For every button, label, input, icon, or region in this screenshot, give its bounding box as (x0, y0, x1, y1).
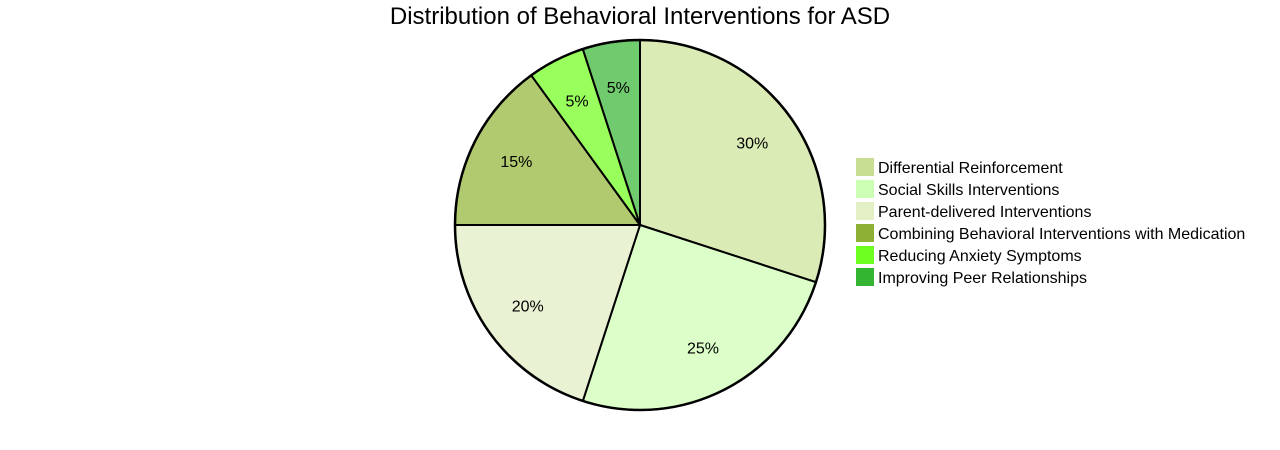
chart-title: Distribution of Behavioral Interventions… (390, 3, 890, 30)
legend-swatch (856, 224, 874, 242)
slice-label: 5% (607, 80, 630, 97)
legend-swatch (856, 158, 874, 176)
legend-swatch (856, 180, 874, 198)
slice-label: 5% (565, 93, 588, 110)
pie-slices (453, 38, 826, 411)
pie-slice-labels: 30% 25% 20% 15% 5% 5% (500, 80, 768, 358)
legend-swatch (856, 268, 874, 286)
legend-label: Parent-delivered Interventions (878, 204, 1091, 221)
legend-label: Combining Behavioral Interventions with … (878, 226, 1245, 243)
slice-label: 30% (736, 135, 768, 152)
legend-swatch (856, 202, 874, 220)
slice-label: 20% (512, 299, 544, 316)
legend-label: Differential Reinforcement (878, 160, 1063, 177)
slice-label: 25% (687, 341, 719, 358)
legend-label: Social Skills Interventions (878, 182, 1059, 199)
legend-swatch (856, 246, 874, 264)
legend-label: Reducing Anxiety Symptoms (878, 248, 1082, 265)
legend: Differential Reinforcement Social Skills … (856, 158, 1245, 287)
legend-label: Improving Peer Relationships (878, 270, 1087, 287)
pie-outline (453, 38, 827, 412)
slice-label: 15% (500, 154, 532, 171)
